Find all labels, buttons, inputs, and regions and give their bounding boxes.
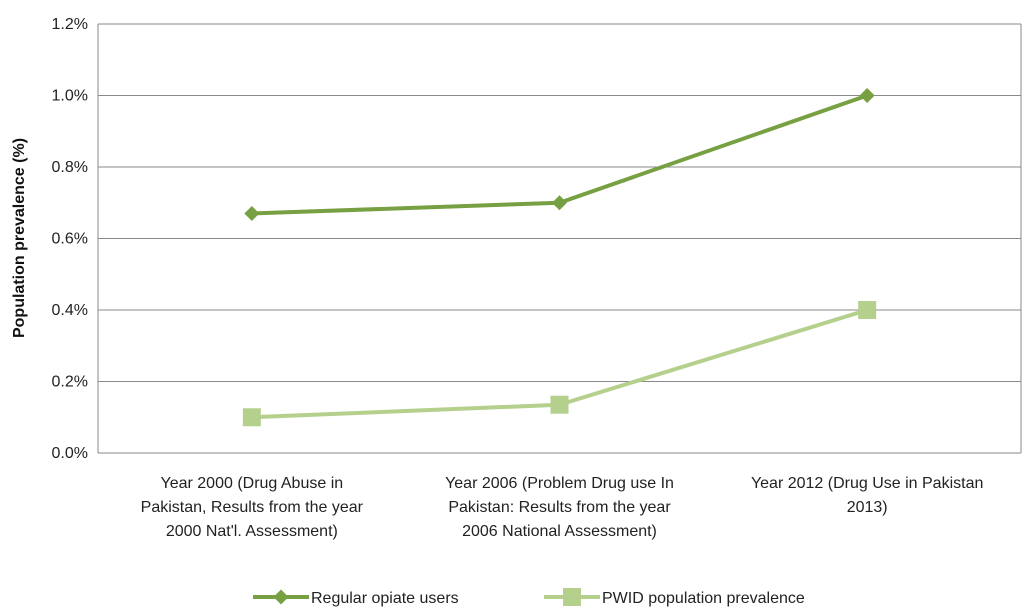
x-tick-label-line: Pakistan, Results from the year <box>141 499 364 516</box>
x-tick-label: Year 2006 (Problem Drug use In Pakistan: … <box>445 475 674 540</box>
legend: Regular opiate users PWID population prev… <box>253 588 805 607</box>
y-tick-label: 0.2% <box>52 374 88 391</box>
data-point <box>858 301 877 319</box>
data-point <box>859 88 875 103</box>
series-regular-opiate-users <box>244 88 875 221</box>
x-tick-label-line: 2013) <box>847 499 888 516</box>
legend-swatch-marker <box>563 588 581 606</box>
y-tick-label: 1.0% <box>52 88 88 105</box>
y-tick-label: 0.4% <box>52 302 88 319</box>
x-tick-label-line: 2006 National Assessment) <box>462 523 657 540</box>
series-lines <box>242 88 877 427</box>
y-tick-label: 0.6% <box>52 231 88 248</box>
legend-label: Regular opiate users <box>311 590 459 607</box>
y-tick-label: 1.2% <box>52 16 88 33</box>
legend-item: PWID population prevalence <box>544 588 805 607</box>
x-tick-label-line: Pakistan: Results from the year <box>448 499 671 516</box>
data-point <box>552 195 567 211</box>
category-labels: Year 2000 (Drug Abuse in Pakistan, Result… <box>141 475 984 540</box>
x-tick-label-line: Year 2012 (Drug Use in Pakistan <box>751 475 983 492</box>
legend-label: PWID population prevalence <box>602 590 805 607</box>
legend-swatch-marker <box>273 589 289 605</box>
x-tick-label-line: Year 2006 (Problem Drug use In <box>445 475 674 492</box>
data-point <box>244 205 260 221</box>
x-tick-label: Year 2000 (Drug Abuse in Pakistan, Result… <box>141 475 364 540</box>
x-tick-label-line: 2000 Nat'l. Assessment) <box>166 523 338 540</box>
y-tick-label: 0.8% <box>52 159 88 176</box>
data-point <box>242 408 261 427</box>
y-tick-label: 0.0% <box>52 445 88 462</box>
y-axis-label: Population prevalence (%) <box>11 138 28 338</box>
legend-item: Regular opiate users <box>253 589 459 607</box>
x-tick-label: Year 2012 (Drug Use in Pakistan 2013) <box>751 475 983 516</box>
y-tick-labels: 0.0% 0.2% 0.4% 0.6% 0.8% 1.0% 1.2% <box>52 16 88 462</box>
data-point <box>550 395 569 414</box>
gridlines <box>97 23 1022 454</box>
x-tick-label-line: Year 2000 (Drug Abuse in <box>161 475 344 492</box>
series-pwid-population-prevalence <box>242 301 877 427</box>
